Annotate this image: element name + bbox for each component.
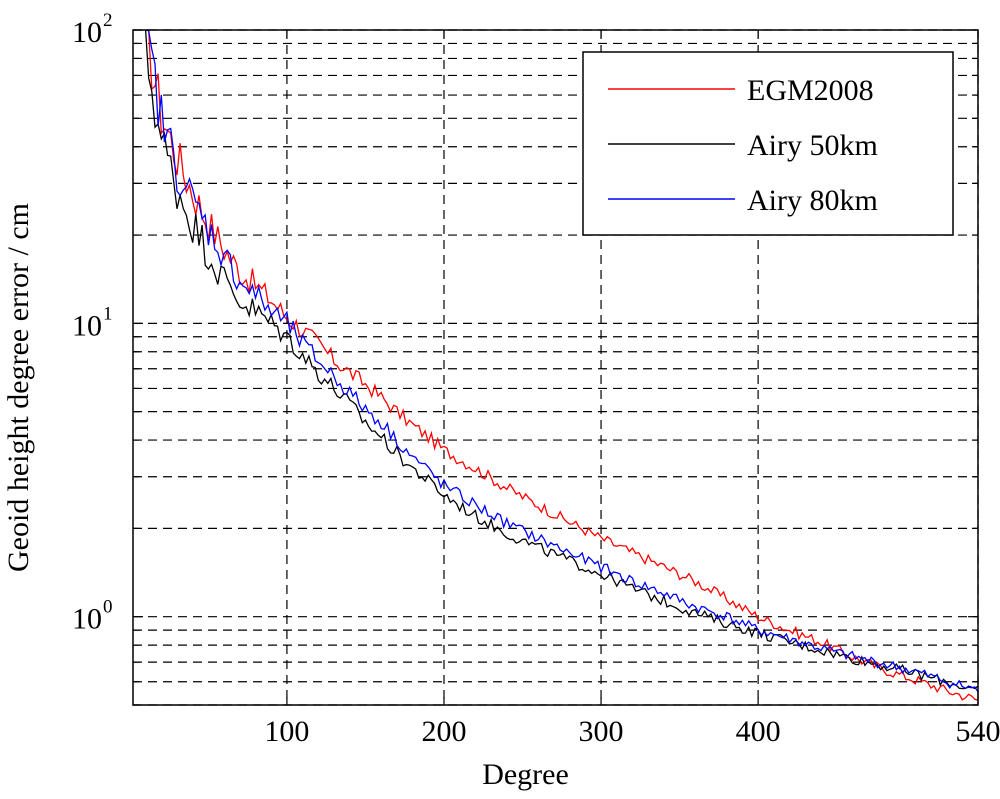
y-tick-exponent: 2 bbox=[103, 10, 113, 31]
x-tick-label: 200 bbox=[421, 715, 466, 748]
x-tick-label: 400 bbox=[736, 715, 781, 748]
legend-label: Airy 50km bbox=[747, 129, 878, 162]
x-axis-title: Degree bbox=[482, 758, 569, 791]
legend-label: EGM2008 bbox=[747, 74, 874, 107]
legend: EGM2008 Airy 50km Airy 80km bbox=[583, 52, 953, 235]
y-tick-label: 10 bbox=[72, 16, 102, 49]
y-tick-label: 10 bbox=[72, 309, 102, 342]
x-tick-label: 300 bbox=[579, 715, 624, 748]
x-tick-label: 540 bbox=[956, 715, 1000, 748]
legend-label: Airy 80km bbox=[747, 184, 878, 217]
x-tick-label: 100 bbox=[264, 715, 309, 748]
y-tick-label: 10 bbox=[72, 603, 102, 636]
y-tick-exponent: 1 bbox=[103, 303, 113, 324]
y-tick-exponent: 0 bbox=[103, 597, 113, 618]
y-axis-title: Geoid height degree error / cm bbox=[2, 203, 35, 572]
